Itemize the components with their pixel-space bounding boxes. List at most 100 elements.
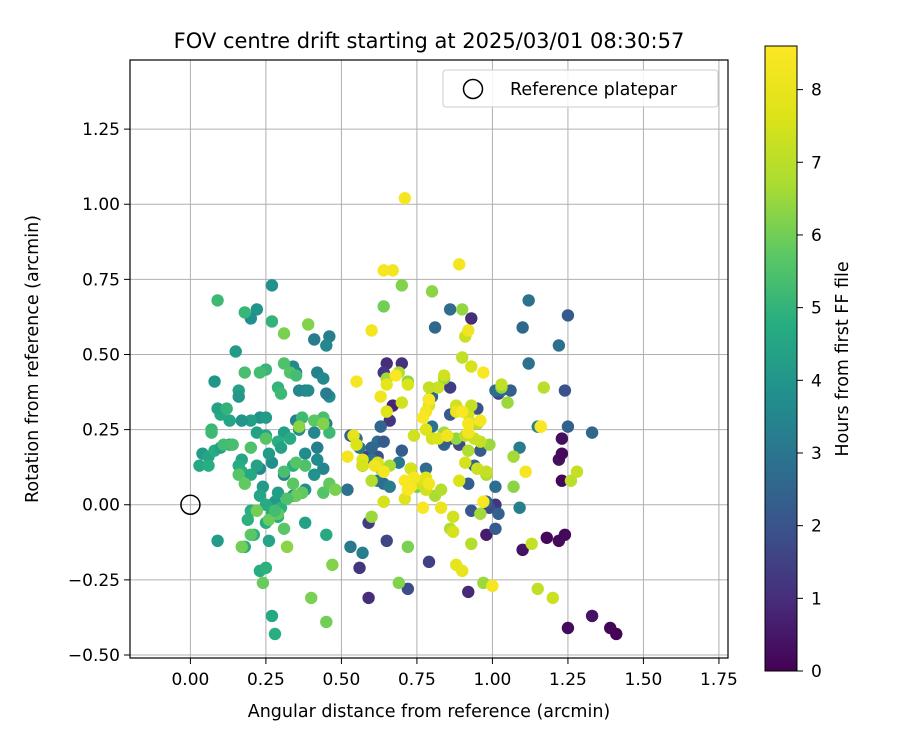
colorbar-tick-label: 6 [811,226,822,246]
colorbar-tick-label: 2 [811,517,822,537]
scatter-point [456,405,469,418]
scatter-point [277,357,291,370]
x-tick-label: 0.00 [171,670,209,690]
scatter-point [465,537,478,551]
scatter-point [265,609,279,623]
scatter-point [277,522,291,535]
scatter-point [368,459,381,472]
scatter-point [274,441,288,454]
scatter-point [235,414,248,427]
plot-frame [129,59,729,659]
scatter-point [555,447,569,460]
scatter-point [193,459,206,472]
scatter-point [585,426,599,439]
scatter-point [428,321,442,334]
scatter-point [211,402,224,415]
scatter-point [244,441,258,454]
scatter-point [561,621,575,635]
legend[interactable]: Reference platepar [442,69,719,108]
scatter-point [446,510,460,523]
scatter-point [320,387,333,400]
scatter-point [244,414,258,427]
scatter-point [356,459,369,472]
scatter-point [250,303,264,316]
scatter-point [383,480,396,493]
scatter-point [289,456,303,469]
scatter-point [298,447,312,460]
scatter-point [604,621,617,635]
x-axis-label: Angular distance from reference (arcmin) [248,702,611,722]
scatter-point [486,579,499,593]
scatter-point [211,294,224,307]
y-tick-label: 0.00 [82,496,120,516]
scatter-point [462,417,475,430]
colorbar-tick-label: 8 [811,81,822,101]
x-tick-label: 1.50 [625,670,663,690]
scatter-point [374,390,387,403]
legend-box [442,69,719,108]
scatter-point [453,258,466,271]
scatter-point [492,507,505,520]
scatter-point [377,264,390,277]
scatter-point [265,315,279,328]
scatter-point [456,564,469,578]
scatter-point [268,627,282,641]
scatter-point [401,582,415,596]
y-tick-label: 1.00 [82,195,120,215]
scatter-point [232,468,245,481]
scatter-point [286,477,300,490]
scatter-point [474,444,487,457]
y-tick-label: 1.25 [82,120,120,140]
scatter-point [422,555,436,569]
scatter-point [386,264,399,277]
scatter-point [440,429,454,442]
scatter-point [392,576,405,590]
scatter-point [462,324,475,337]
scatter-point [546,591,560,605]
scatter-point [217,438,230,451]
scatter-point [401,483,415,496]
x-tick-label: 0.50 [322,670,360,690]
scatter-point [425,285,439,298]
scatter-point [377,300,390,313]
scatter-point [229,345,242,358]
scatter-point [401,378,415,391]
scatter-point [353,561,366,575]
scatter-point [570,465,584,478]
scatter-point [480,528,493,541]
scatter-point [311,441,324,454]
scatter-point [292,384,306,397]
scatter-point [241,513,254,526]
scatter-point [268,504,282,517]
scatter-point [456,351,469,364]
scatter-point [380,405,393,418]
scatter-point [443,381,457,394]
scatter-point [308,333,321,346]
scatter-point [317,372,330,385]
scatter-point [434,501,448,514]
scatter-point [380,378,393,391]
scatter-point [311,453,324,466]
scatter-point [365,324,378,337]
scatter-point [525,537,538,551]
scatter-point [377,465,390,478]
scatter-point [564,474,578,487]
scatter-point [341,483,354,496]
scatter-point [253,366,267,379]
scatter-point [462,426,475,439]
colorbar-tick-label: 4 [811,371,822,391]
scatter-point [292,420,306,433]
scatter-point [356,546,369,560]
scatter-point [462,444,475,457]
y-tick-label: 0.75 [82,270,120,290]
scatter-point [513,501,526,514]
y-tick-label: −0.50 [68,646,120,666]
scatter-point [262,513,276,526]
scatter-point [280,540,294,554]
scatter-point [377,435,390,448]
scatter-point [459,456,472,469]
scatter-point [395,279,409,292]
scatter-point [507,480,520,493]
scatter-point [320,339,333,352]
scatter-point [205,426,218,439]
